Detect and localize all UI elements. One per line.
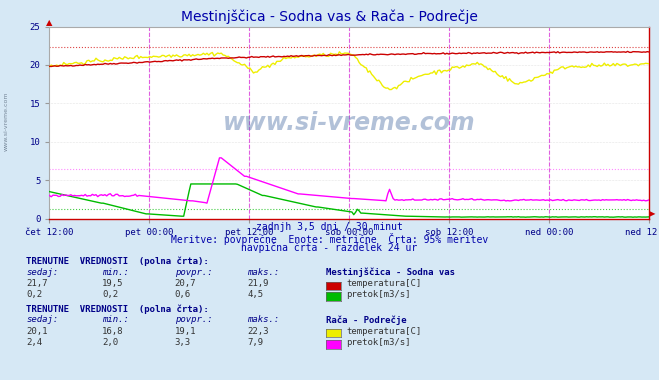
Text: maks.:: maks.: bbox=[247, 268, 279, 277]
Text: ▶: ▶ bbox=[649, 209, 656, 218]
Text: TRENUTNE  VREDNOSTI  (polna črta):: TRENUTNE VREDNOSTI (polna črta): bbox=[26, 304, 209, 313]
Text: 3,3: 3,3 bbox=[175, 338, 190, 347]
Text: 22,3: 22,3 bbox=[247, 327, 269, 336]
Text: min.:: min.: bbox=[102, 268, 129, 277]
Text: zadnjh 3,5 dni / 30 minut: zadnjh 3,5 dni / 30 minut bbox=[256, 222, 403, 232]
Text: 19,5: 19,5 bbox=[102, 279, 124, 288]
Text: pretok[m3/s]: pretok[m3/s] bbox=[346, 338, 411, 347]
Text: 16,8: 16,8 bbox=[102, 327, 124, 336]
Text: 21,7: 21,7 bbox=[26, 279, 48, 288]
Text: Meritve: povprečne  Enote: metrične  Črta: 95% meritev: Meritve: povprečne Enote: metrične Črta:… bbox=[171, 233, 488, 245]
Text: www.si-vreme.com: www.si-vreme.com bbox=[223, 111, 476, 135]
Text: maks.:: maks.: bbox=[247, 315, 279, 325]
Text: 20,7: 20,7 bbox=[175, 279, 196, 288]
Text: 0,6: 0,6 bbox=[175, 290, 190, 299]
Text: povpr.:: povpr.: bbox=[175, 315, 212, 325]
Text: 0,2: 0,2 bbox=[102, 290, 118, 299]
Text: 0,2: 0,2 bbox=[26, 290, 42, 299]
Text: 2,4: 2,4 bbox=[26, 338, 42, 347]
Text: ▲: ▲ bbox=[46, 17, 53, 27]
Text: 4,5: 4,5 bbox=[247, 290, 263, 299]
Text: povpr.:: povpr.: bbox=[175, 268, 212, 277]
Text: temperatura[C]: temperatura[C] bbox=[346, 327, 421, 336]
Text: pretok[m3/s]: pretok[m3/s] bbox=[346, 290, 411, 299]
Text: Mestinjščica - Sodna vas & Rača - Podrečje: Mestinjščica - Sodna vas & Rača - Podreč… bbox=[181, 10, 478, 24]
Text: temperatura[C]: temperatura[C] bbox=[346, 279, 421, 288]
Text: 21,9: 21,9 bbox=[247, 279, 269, 288]
Text: sedaj:: sedaj: bbox=[26, 315, 59, 325]
Text: navpična črta - razdelek 24 ur: navpična črta - razdelek 24 ur bbox=[241, 243, 418, 253]
Text: 2,0: 2,0 bbox=[102, 338, 118, 347]
Text: Rača - Podrečje: Rača - Podrečje bbox=[326, 315, 407, 325]
Text: 7,9: 7,9 bbox=[247, 338, 263, 347]
Text: 20,1: 20,1 bbox=[26, 327, 48, 336]
Text: 19,1: 19,1 bbox=[175, 327, 196, 336]
Text: Mestinjščica - Sodna vas: Mestinjščica - Sodna vas bbox=[326, 268, 455, 277]
Text: TRENUTNE  VREDNOSTI  (polna črta):: TRENUTNE VREDNOSTI (polna črta): bbox=[26, 256, 209, 266]
Text: sedaj:: sedaj: bbox=[26, 268, 59, 277]
Text: www.si-vreme.com: www.si-vreme.com bbox=[4, 92, 9, 151]
Text: min.:: min.: bbox=[102, 315, 129, 325]
